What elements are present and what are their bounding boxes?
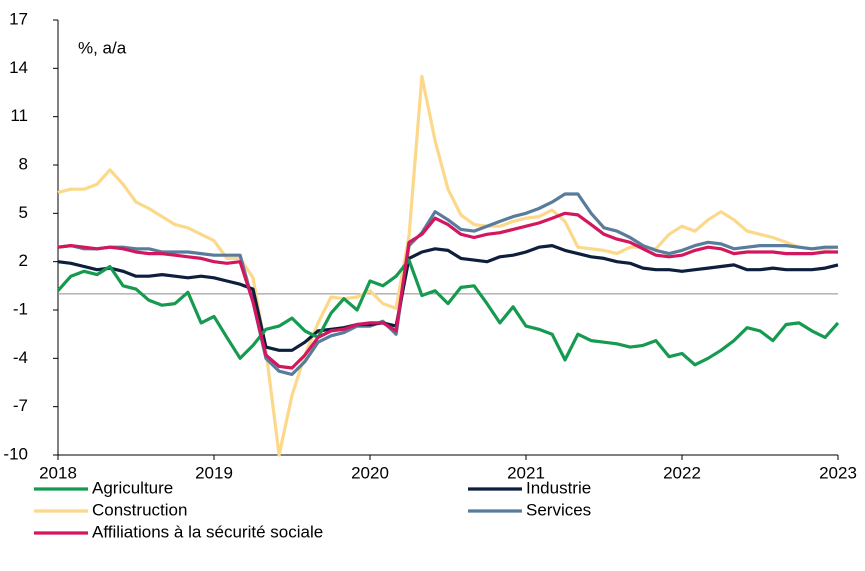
x-tick-label: 2021 xyxy=(507,463,545,482)
x-tick-label: 2019 xyxy=(195,463,233,482)
x-tick-label: 2018 xyxy=(39,463,77,482)
y-tick-label: 8 xyxy=(19,154,28,173)
y-tick-label: -4 xyxy=(13,348,28,367)
series-line xyxy=(57,244,839,352)
y-tick-label: -7 xyxy=(13,396,28,415)
legend-label: Services xyxy=(526,500,591,519)
y-tick-label: 14 xyxy=(9,58,28,77)
y-tick-label: 5 xyxy=(19,203,28,222)
series-line xyxy=(57,74,839,457)
legend-label: Agriculture xyxy=(92,478,173,497)
series-line xyxy=(56,258,840,367)
x-tick-label: 2022 xyxy=(663,463,701,482)
legend-label: Industrie xyxy=(526,478,591,497)
series-line xyxy=(57,211,838,370)
series-line xyxy=(57,192,838,376)
y-tick-label: 11 xyxy=(10,106,28,125)
annotation: %, a/a xyxy=(78,38,127,57)
y-tick-label: -10 xyxy=(3,444,28,463)
y-tick-label: -1 xyxy=(13,299,28,318)
legend-label: Affiliations à la sécurité sociale xyxy=(92,522,323,541)
x-tick-label: 2023 xyxy=(819,463,857,482)
y-tick-label: 17 xyxy=(9,9,28,28)
x-tick-label: 2020 xyxy=(351,463,389,482)
y-tick-label: 2 xyxy=(19,251,28,270)
legend-label: Construction xyxy=(92,500,187,519)
